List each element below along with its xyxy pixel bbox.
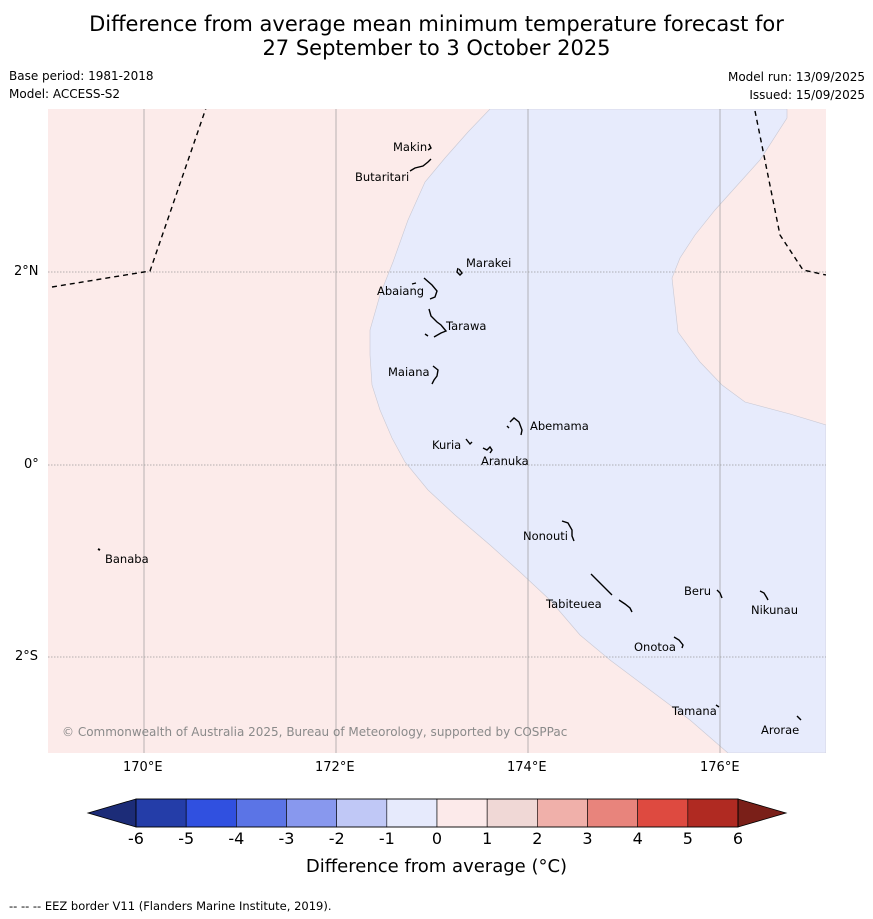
colorbar-tick-label: 4: [632, 829, 643, 848]
label-nonouti: Nonouti: [523, 529, 568, 543]
island-abemama: [506, 417, 523, 436]
colorbar-segment: [687, 798, 739, 828]
label-tarawa: Tarawa: [445, 319, 486, 333]
island-abaiang: [411, 277, 438, 300]
colorbar-tick-label: -2: [328, 829, 345, 848]
copyright-notice: © Commonwealth of Australia 2025, Bureau…: [62, 725, 567, 739]
label-abemama: Abemama: [530, 419, 589, 433]
label-banaba: Banaba: [105, 552, 149, 566]
colorbar-segment: [185, 798, 237, 828]
colorbar-label: Difference from average (°C): [305, 856, 568, 877]
island-marakei: [456, 267, 463, 276]
lat-tick-2n: 2°N: [14, 264, 39, 279]
island-tarawa: [424, 308, 448, 338]
colorbar-segments: [135, 798, 739, 828]
lon-tick-172e: 172°E: [315, 760, 355, 775]
colorbar-segment: [587, 798, 638, 828]
map-plot-area: Makin Butaritari Marakei Abaiang Tarawa …: [48, 109, 826, 753]
colorbar-tick-label: -5: [178, 829, 195, 848]
label-nikunau: Nikunau: [751, 603, 798, 617]
island-banaba: [97, 548, 101, 551]
label-maiana: Maiana: [388, 365, 430, 379]
base-period: Base period: 1981-2018: [9, 69, 154, 83]
colorbar-tick-label: 3: [582, 829, 593, 848]
island-maiana: [431, 365, 439, 385]
lon-tick-176e: 176°E: [700, 760, 740, 775]
cool-region: [369, 109, 826, 753]
eez-footnote: -- -- -- EEZ border V11 (Flanders Marine…: [9, 899, 332, 913]
colorbar-tick-label: 0: [431, 829, 443, 848]
colorbar-segment: [537, 798, 588, 828]
colorbar-segment: [637, 798, 689, 828]
island-nonouti: [561, 520, 575, 542]
eez-borders: [51, 109, 826, 288]
lon-tick-170e: 170°E: [123, 760, 163, 775]
colorbar-segment: [135, 798, 187, 828]
label-marakei: Marakei: [466, 256, 511, 270]
title-line-2: 27 September to 3 October 2025: [262, 36, 611, 60]
colorbar-tick-label: -3: [278, 829, 295, 848]
colorbar-segment: [336, 798, 388, 828]
map-title: Difference from average mean minimum tem…: [0, 12, 873, 60]
label-makin: Makin: [393, 140, 427, 154]
island-nikunau: [759, 590, 769, 601]
label-abaiang: Abaiang: [377, 284, 424, 298]
island-aranuka: [482, 445, 493, 454]
lat-tick-2s: 2°S: [15, 649, 39, 664]
island-beru: [716, 589, 723, 599]
colorbar-segment: [236, 798, 287, 828]
issued-date: Issued: 15/09/2025: [749, 88, 865, 102]
colorbar-under-arrow: [86, 798, 137, 828]
meta-right: Model run: 13/09/2025 Issued: 15/09/2025: [728, 70, 865, 106]
graticule: [48, 109, 826, 753]
island-kuria: [465, 438, 473, 446]
model-name: Model: ACCESS-S2: [9, 87, 121, 101]
label-tamana: Tamana: [671, 704, 717, 718]
colorbar-tick-label: 6: [732, 829, 744, 848]
colorbar-frame: [135, 798, 739, 828]
label-beru: Beru: [684, 584, 711, 598]
colorbar-tick-label: -1: [378, 829, 395, 848]
label-butaritari: Butaritari: [355, 170, 409, 184]
colorbar-tick-label: 2: [532, 829, 543, 848]
colorbar-tick-label: -6: [128, 829, 144, 848]
lon-tick-174e: 174°E: [507, 760, 547, 775]
colorbar-segment: [386, 798, 438, 828]
colorbar-segment: [286, 798, 337, 828]
colorbar: [86, 798, 788, 828]
lat-tick-0: 0°: [24, 457, 39, 472]
island-arorae: [796, 715, 802, 721]
label-onotoa: Onotoa: [634, 640, 676, 654]
island-tamana: [715, 704, 720, 708]
island-butaritari: [409, 158, 432, 172]
colorbar-over-arrow: [737, 798, 788, 828]
label-kuria: Kuria: [432, 438, 461, 452]
label-arorae: Arorae: [761, 723, 799, 737]
title-line-1: Difference from average mean minimum tem…: [89, 12, 784, 36]
colorbar-tick-label: -4: [228, 829, 245, 848]
colorbar-segment: [486, 798, 538, 828]
island-outlines: [97, 143, 802, 721]
colorbar-segment: [436, 798, 488, 828]
island-onotoa: [673, 636, 684, 649]
eez-border-east: [754, 110, 826, 276]
island-labels: Makin Butaritari Marakei Abaiang Tarawa …: [105, 140, 799, 737]
colorbar-tick-label: 1: [482, 829, 493, 848]
label-tabiteuea: Tabiteuea: [545, 597, 602, 611]
eez-border-west: [51, 109, 207, 288]
island-tabiteuea: [590, 573, 633, 613]
label-aranuka: Aranuka: [481, 454, 529, 468]
island-makin: [427, 143, 432, 151]
model-run: Model run: 13/09/2025: [727, 70, 865, 84]
colorbar-tick-label: 5: [682, 829, 693, 848]
meta-left: Base period: 1981-2018 Model: ACCESS-S2: [9, 69, 154, 105]
